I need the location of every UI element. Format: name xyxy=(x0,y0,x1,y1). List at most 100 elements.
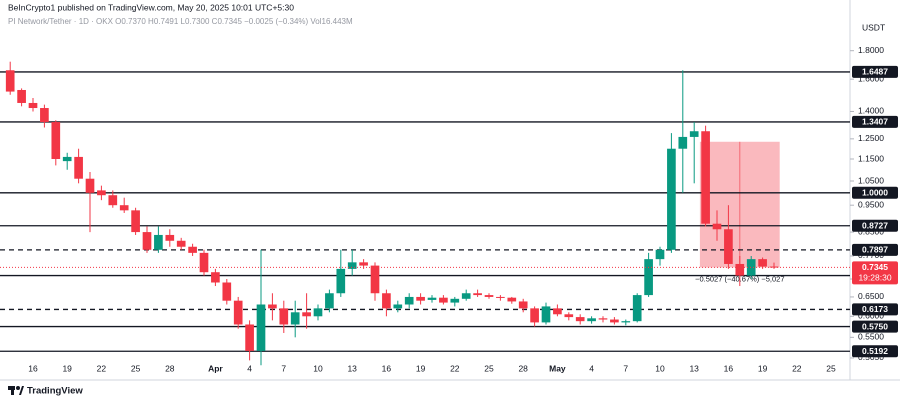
candle-body xyxy=(644,259,653,296)
candle-body xyxy=(97,190,106,196)
candle-body xyxy=(575,317,585,322)
x-tick-label: 22 xyxy=(450,363,460,373)
level-label: 1.6487 xyxy=(862,67,888,77)
level-label: 0.7897 xyxy=(862,245,888,255)
candle-body xyxy=(51,122,61,160)
candle-body xyxy=(484,295,494,297)
y-tick-label: 1.2500 xyxy=(858,133,884,143)
candle-body xyxy=(74,156,83,179)
chart-subtitle: PI Network/Tether · 1D · OKX O0.7370 H0.… xyxy=(8,17,353,26)
candle-body xyxy=(279,308,289,325)
candle-body xyxy=(222,282,232,301)
candle-body xyxy=(746,259,756,276)
candle-body xyxy=(427,297,437,300)
candle-body xyxy=(119,205,129,211)
candle-body xyxy=(712,223,722,230)
x-tick-label: 4 xyxy=(589,363,594,373)
x-tick-label: 19 xyxy=(62,363,72,373)
y-tick-label: 1.0500 xyxy=(858,175,884,185)
level-label: 0.5192 xyxy=(862,346,888,356)
y-tick-label: 0.6500 xyxy=(858,291,884,301)
chart-title: BeInCrypto1 published on TradingView.com… xyxy=(8,2,294,12)
x-tick-label: 22 xyxy=(792,363,802,373)
candle-body xyxy=(758,259,767,267)
candle-body xyxy=(667,148,676,250)
x-tick-label: 10 xyxy=(655,363,665,373)
candle-body xyxy=(154,234,163,250)
candle-body xyxy=(176,240,186,247)
candle-body xyxy=(689,131,699,137)
candle-body xyxy=(416,296,425,301)
candle-body xyxy=(370,265,380,294)
candle-body xyxy=(268,304,277,309)
candle-body xyxy=(701,131,710,224)
brand-logo xyxy=(8,386,24,395)
x-tick-label: May xyxy=(549,363,566,373)
x-tick-label: 28 xyxy=(518,363,528,373)
level-label-box xyxy=(852,243,898,256)
candle-body xyxy=(211,272,220,283)
candle-body xyxy=(28,102,38,109)
position-label: −0.5027 (−40.67%) −5,027 xyxy=(695,274,784,283)
brand: TradingView xyxy=(27,386,83,397)
candle-body xyxy=(518,301,528,309)
x-tick-label: 19 xyxy=(416,363,426,373)
candle-body xyxy=(404,296,414,305)
candle-body xyxy=(496,296,505,298)
x-tick-label: 25 xyxy=(484,363,494,373)
candle-body xyxy=(450,298,460,303)
x-tick-label: 19 xyxy=(758,363,768,373)
candle-body xyxy=(632,295,642,322)
level-label: 0.5750 xyxy=(862,321,888,331)
candle-body xyxy=(382,293,391,309)
candle-body xyxy=(473,293,482,296)
x-tick-label: 13 xyxy=(347,363,357,373)
level-label-box xyxy=(852,219,898,232)
last-price-label: 0.7345 xyxy=(862,262,888,272)
level-label-box xyxy=(852,320,898,333)
candle-body xyxy=(587,318,596,322)
candle-body xyxy=(302,312,311,317)
level-label: 0.6173 xyxy=(862,304,888,314)
level-label-box xyxy=(852,65,898,78)
countdown-label: 19:28:30 xyxy=(858,273,891,283)
candle-body xyxy=(165,234,175,241)
candle-body xyxy=(336,268,346,294)
x-tick-label: 4 xyxy=(247,363,252,373)
candle-body xyxy=(85,178,95,193)
y-tick-label: 1.6000 xyxy=(858,73,884,83)
candle-body xyxy=(564,314,574,318)
candle-body xyxy=(40,108,49,123)
candle-body xyxy=(724,229,733,264)
last-price-box xyxy=(852,261,898,285)
candle-body xyxy=(678,136,688,149)
x-tick-label: 25 xyxy=(131,363,141,373)
candle-body xyxy=(461,293,471,299)
candle-body xyxy=(439,297,448,303)
candle-body xyxy=(256,304,266,351)
level-label: 1.0000 xyxy=(862,188,888,198)
unit-label: USDT xyxy=(862,22,885,32)
candle-body xyxy=(655,249,665,260)
x-tick-label: 16 xyxy=(724,363,734,373)
candle-body xyxy=(541,306,551,323)
level-label-box xyxy=(852,186,898,199)
candle-body xyxy=(553,308,562,315)
candle-body xyxy=(325,293,334,309)
x-tick-label: 22 xyxy=(97,363,107,373)
candle-body xyxy=(290,312,300,325)
candle-body xyxy=(142,232,152,250)
candle-body xyxy=(735,263,745,276)
candle-body xyxy=(108,195,118,206)
x-tick-label: 13 xyxy=(689,363,699,373)
y-tick-label: 1.1500 xyxy=(858,153,884,163)
x-tick-label: 28 xyxy=(165,363,175,373)
y-tick-label: 0.5500 xyxy=(858,332,884,342)
level-label-box xyxy=(852,303,898,316)
candle-body xyxy=(507,297,517,302)
candle-body xyxy=(610,319,619,323)
candle-body xyxy=(313,308,323,317)
candle-body xyxy=(347,262,357,269)
x-tick-label: 16 xyxy=(28,363,38,373)
